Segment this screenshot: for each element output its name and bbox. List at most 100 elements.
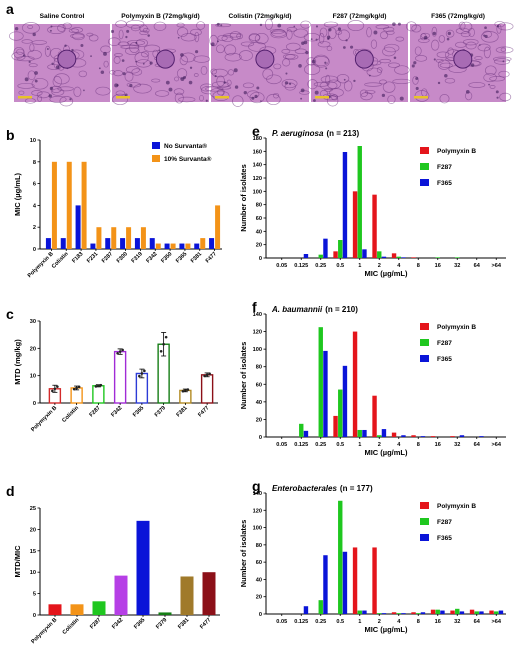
nucleus-dot xyxy=(444,73,448,78)
nucleus-dot xyxy=(285,72,288,75)
y-tick-label: 80 xyxy=(256,365,262,371)
y-tick-label: 30 xyxy=(30,319,36,325)
tubule-shape xyxy=(382,81,396,93)
nucleus-dot xyxy=(437,81,441,85)
tubule-shape xyxy=(319,80,338,90)
nucleus-dot xyxy=(49,29,52,32)
tubule-shape xyxy=(212,90,230,101)
bar xyxy=(381,256,387,258)
bar xyxy=(299,423,304,437)
x-tick-label: F379 xyxy=(154,405,167,418)
tubule-shape xyxy=(53,73,70,85)
x-tick-label: F350 xyxy=(160,251,173,264)
tubule-shape xyxy=(493,56,512,62)
nucleus-dot xyxy=(325,67,328,70)
tubule-shape xyxy=(125,65,140,74)
x-tick-label: 0.25 xyxy=(315,619,326,625)
tubule-shape xyxy=(494,58,510,65)
chart-panel-c: c 0 10 20 30 MTD (mg/kg) Polymyxin B Colistin F2… xyxy=(6,306,218,433)
tubule-shape xyxy=(383,43,400,53)
bar xyxy=(179,243,185,249)
x-tick-label: 8 xyxy=(417,263,420,269)
bar xyxy=(318,327,323,437)
x-tick-label: Polymyxin B xyxy=(30,405,58,433)
x-tick-label: 0.05 xyxy=(276,263,287,269)
y-tick-label: 15 xyxy=(30,549,36,555)
tubule-shape xyxy=(190,28,202,36)
nucleus-dot xyxy=(399,96,404,101)
nucleus-dot xyxy=(342,46,346,49)
bar xyxy=(342,551,348,614)
nucleus-dot xyxy=(243,90,247,95)
nucleus-dot xyxy=(14,27,19,31)
nucleus-dot xyxy=(392,22,396,26)
tubule-shape xyxy=(37,95,43,102)
nucleus-dot xyxy=(256,86,260,90)
bar xyxy=(202,572,216,615)
legend-label: No Survanta® xyxy=(164,142,207,150)
bar xyxy=(377,435,382,437)
y-axis-label: MTD (mg/kg) xyxy=(13,339,22,385)
nucleus-dot xyxy=(210,42,215,47)
bar xyxy=(120,238,126,249)
data-point xyxy=(97,384,100,388)
bar xyxy=(381,613,387,614)
tubule-shape xyxy=(496,24,502,34)
data-point xyxy=(140,372,144,375)
tubule-shape xyxy=(483,46,491,59)
y-axis-label: MTD/MIC xyxy=(13,545,22,578)
nucleus-dot xyxy=(259,23,263,27)
data-point xyxy=(94,385,98,388)
legend-label: Polymyxin B xyxy=(437,324,476,331)
histology-image xyxy=(107,19,217,105)
x-tick-label: Colistin xyxy=(62,617,81,636)
nucleus-dot xyxy=(313,99,316,102)
tubule-shape xyxy=(95,86,111,96)
tubule-shape xyxy=(318,32,325,44)
bar xyxy=(105,238,111,249)
tubule-shape xyxy=(462,38,479,46)
tubule-shape xyxy=(57,86,74,92)
nucleus-dot xyxy=(413,61,417,65)
tubule-shape xyxy=(364,82,382,87)
tubule-shape xyxy=(27,49,42,60)
tubule-shape xyxy=(498,70,510,78)
tubule-shape xyxy=(266,93,281,106)
x-tick-label: 32 xyxy=(454,263,460,269)
bar xyxy=(498,610,504,614)
y-tick-label: 0 xyxy=(259,256,262,262)
tubule-shape xyxy=(284,54,299,60)
nucleus-dot xyxy=(284,81,289,85)
histology-label: Saline Control xyxy=(40,13,85,20)
bar xyxy=(435,609,440,614)
tubule-shape xyxy=(444,77,456,84)
bar xyxy=(455,257,460,258)
tubule-shape xyxy=(485,65,497,76)
y-tick-label: 2 xyxy=(33,225,36,231)
tubule-shape xyxy=(49,95,67,103)
panel-label-c: c xyxy=(6,306,14,322)
nucleus-dot xyxy=(34,71,38,75)
nucleus-dot xyxy=(46,48,49,51)
tubule-shape xyxy=(477,43,491,52)
nucleus-dot xyxy=(180,53,184,57)
nucleus-dot xyxy=(368,74,371,77)
bar xyxy=(323,555,328,614)
x-tick-label: 0.25 xyxy=(315,442,326,448)
tubule-shape xyxy=(180,33,197,42)
bar xyxy=(70,604,84,615)
bar xyxy=(416,613,421,614)
data-point xyxy=(138,374,141,378)
tubule-shape xyxy=(286,42,301,51)
x-tick-label: 1 xyxy=(358,619,361,625)
y-tick-label: 140 xyxy=(253,163,262,169)
legend-swatch xyxy=(420,355,429,362)
chart-panel-f: f A. baumannii (n = 210)020406080100120140… xyxy=(239,299,506,457)
tubule-shape xyxy=(500,47,507,52)
x-tick-label: 2 xyxy=(378,442,381,448)
nucleus-dot xyxy=(298,64,302,68)
nucleus-dot xyxy=(24,77,29,82)
nucleus-dot xyxy=(350,45,354,49)
tubule-shape xyxy=(232,95,244,107)
legend-label: F365 xyxy=(437,356,452,363)
